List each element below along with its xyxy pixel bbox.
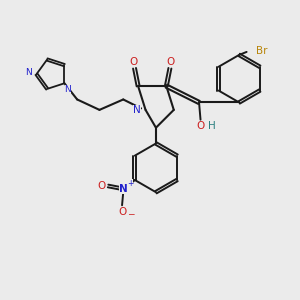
Text: O: O bbox=[118, 207, 126, 217]
Text: N: N bbox=[133, 105, 141, 115]
Text: O: O bbox=[98, 181, 106, 191]
Text: O: O bbox=[167, 57, 175, 67]
Text: N: N bbox=[25, 68, 32, 77]
Text: +: + bbox=[127, 179, 133, 188]
Text: H: H bbox=[208, 121, 216, 131]
Text: Br: Br bbox=[256, 46, 268, 56]
Text: N: N bbox=[64, 85, 71, 94]
Text: N: N bbox=[119, 184, 128, 194]
Text: O: O bbox=[130, 57, 138, 67]
Text: O: O bbox=[196, 121, 205, 131]
Text: −: − bbox=[127, 210, 134, 219]
